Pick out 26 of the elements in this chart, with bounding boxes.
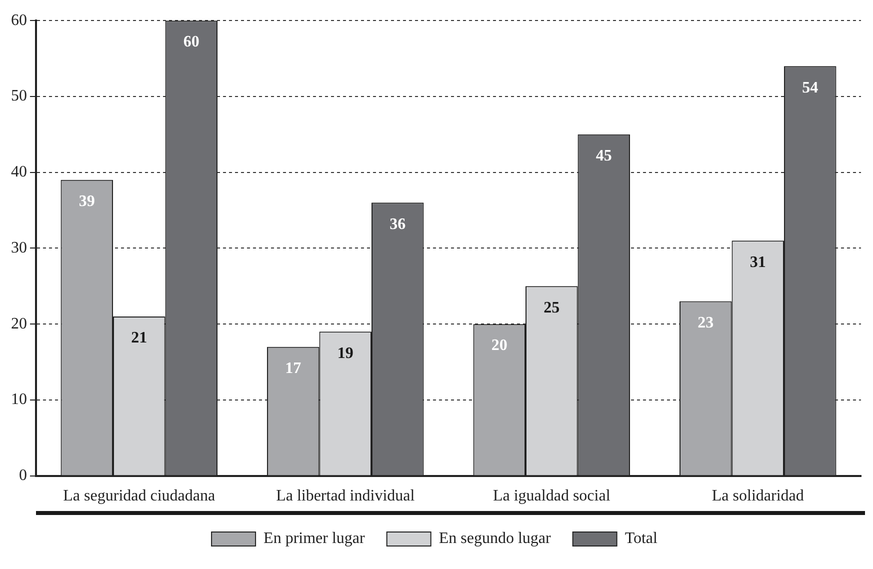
x-tick-label: La seguridad ciudadana [63,488,216,505]
data-label: 25 [544,299,560,316]
legend-label: En segundo lugar [438,530,552,548]
legend-label: Total [624,530,658,548]
x-tick-label: La solidaridad [712,488,804,505]
data-label: 45 [596,148,612,165]
y-tick-label: 10 [11,391,27,408]
data-label: 21 [131,330,148,347]
y-tick-label: 0 [19,467,27,484]
x-tick-label: La libertad individual [276,488,416,505]
y-tick-label: 20 [11,315,27,332]
data-label: 60 [183,34,200,51]
data-label: 17 [285,360,302,377]
y-tick-label: 40 [11,164,27,181]
data-label: 31 [750,254,766,271]
data-label: 20 [491,337,508,354]
data-label: 23 [698,314,714,332]
data-label: 36 [390,216,406,233]
data-label: 39 [78,193,95,210]
y-tick-label: 50 [11,88,27,105]
data-label: 54 [802,79,818,96]
data-label: 19 [337,344,354,362]
y-tick-label: 60 [11,12,27,29]
legend-label: En primer lugar [264,530,366,548]
x-tick-label: La igualdad social [492,488,611,505]
y-tick-label: 30 [11,239,27,256]
